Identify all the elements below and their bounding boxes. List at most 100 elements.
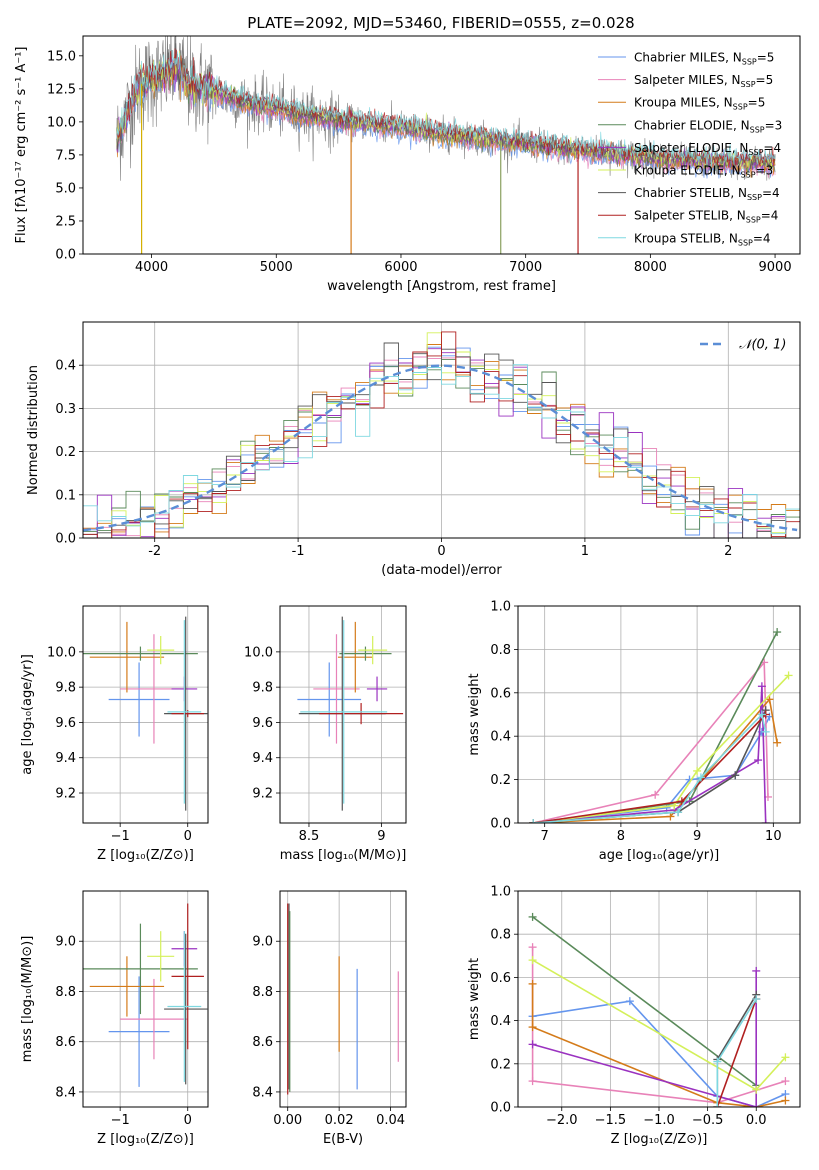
residual-histogram: [83, 364, 800, 535]
age-Z-y-tick-label: 10.0: [47, 645, 76, 660]
age-mass-y-tick-label: 9.4: [252, 751, 273, 766]
residuals-y-tick-label: 0.2: [55, 445, 76, 460]
spectrum-x-tick-label: 4000: [135, 260, 168, 275]
legend-entry: Kroupa ELODIE, NSSP=3: [634, 164, 773, 180]
age-Z-x-tick-label: 0: [184, 829, 192, 844]
spectrum-x-label: wavelength [Angstrom, rest frame]: [327, 279, 556, 294]
legend-entry: Chabrier ELODIE, NSSP=3: [634, 118, 782, 134]
figure-title: PLATE=2092, MJD=53460, FIBERID=0555, z=0…: [247, 14, 634, 32]
age-mass-y-tick-label: 10.0: [244, 645, 273, 660]
residuals-x-label: (data-model)/error: [381, 563, 502, 578]
age-mass-axes: 8.5 9 9.2 9.4 9.6 9.8 10.0 mass [log₁₀(M/M⊙)]: [244, 606, 406, 863]
residuals-x-tick-label: 0: [437, 544, 445, 559]
weight-Z-x-tick-label: −1.0: [643, 1113, 675, 1128]
weight-line: [716, 998, 757, 1107]
spectrum-y-tick-label: 7.5: [55, 148, 76, 163]
legend-entry: Salpeter MILES, NSSP=5: [634, 73, 773, 89]
age-Z-y-tick-label: 9.6: [55, 716, 76, 731]
weight-age-y-tick-label: 0.8: [490, 643, 511, 658]
age-Z-errorbars: [83, 616, 208, 811]
spectrum-frame: [82, 35, 801, 255]
weight-Z-x-label: Z [log₁₀(Z/Z⊙)]: [611, 1132, 708, 1147]
mass-Z-y-tick-label: 8.4: [55, 1085, 76, 1100]
mass-Z-y-tick-label: 8.6: [55, 1035, 76, 1050]
spectrum-x-tick-label: 6000: [384, 260, 417, 275]
weight-line: [532, 970, 757, 1107]
residual-legend-label: 𝒩(0, 1): [739, 338, 786, 353]
mass-ebv-y-tick-label: 8.8: [252, 985, 273, 1000]
spectrum-traces: [116, 36, 776, 254]
residual-histogram: [83, 346, 800, 538]
weight-age-x-tick-label: 9: [693, 829, 701, 844]
age-Z-y-tick-label: 9.8: [55, 681, 76, 696]
weight-age-frame: [517, 605, 801, 824]
mass-ebv-x-tick-label: 0.02: [325, 1113, 354, 1128]
legend-entry: Salpeter ELODIE, NSSP=4: [634, 141, 781, 157]
mass-ebv-y-tick-label: 9.0: [252, 935, 273, 950]
weight-age-x-tick-label: 10: [765, 829, 782, 844]
mass-Z-axes: −1 0 8.4 8.6 8.8 9.0 Z [log₁₀(Z/Z⊙)] mass [log₁…: [20, 891, 208, 1147]
weight-Z-x-tick-label: −1.5: [595, 1113, 627, 1128]
age-mass-errorbars: [297, 616, 404, 811]
spectrum-x-tick-label: 5000: [260, 260, 293, 275]
legend-entry: Chabrier MILES, NSSP=5: [634, 51, 774, 67]
weight-Z-axes: −2.0 −1.5 −1.0 −0.5 0.0 0.0 0.2 0.4 0.6 0.8 1.0 Z […: [467, 885, 800, 1147]
residuals-frame: [82, 321, 801, 539]
age-mass-frame: [279, 605, 407, 824]
mass-Z-errorbars: [83, 903, 208, 1087]
weight-age-y-label: mass weight: [467, 673, 482, 755]
spectrum-y-tick-label: 10.0: [47, 115, 76, 130]
mass-ebv-y-tick-label: 8.6: [252, 1035, 273, 1050]
weight-age-y-tick-label: 0.2: [490, 773, 511, 788]
residuals-x-tick-label: 2: [724, 544, 732, 559]
weight-age-x-label: age [log₁₀(age/yr)]: [599, 848, 720, 863]
weight-Z-y-tick-label: 0.6: [490, 971, 511, 986]
age-mass-y-tick-label: 9.8: [252, 681, 273, 696]
residuals-y-tick-label: 0.0: [55, 532, 76, 547]
weight-Z-frame: [517, 890, 801, 1108]
mass-ebv-y-tick-label: 8.4: [252, 1085, 273, 1100]
mass-ebv-errorbars: [287, 903, 399, 1095]
spectrum-y-tick-label: 15.0: [47, 49, 76, 64]
spectrum-y-tick-label: 12.5: [47, 82, 76, 97]
spectrum-model-trace: [116, 50, 776, 168]
mass-Z-x-tick-label: −1: [111, 1113, 130, 1128]
residuals-x-tick-label: 1: [581, 544, 589, 559]
spectrum-x-tick-label: 9000: [759, 260, 792, 275]
residuals-y-tick-label: 0.4: [55, 359, 76, 374]
weight-Z-y-tick-label: 0.0: [490, 1101, 511, 1116]
age-Z-x-tick-label: −1: [111, 829, 130, 844]
legend-entry: Kroupa STELIB, NSSP=4: [634, 231, 771, 247]
mass-ebv-axes: 0.00 0.02 0.04 8.4 8.6 8.8 9.0 E(B-V): [252, 891, 406, 1147]
weight-age-axes: 7 8 9 10 0.0 0.2 0.4 0.6 0.8 1.0 age [log₁₀(age/yr…: [467, 600, 800, 863]
weight-age-x-tick-label: 7: [541, 829, 549, 844]
weight-Z-lines: [528, 912, 790, 1107]
mass-ebv-x-tick-label: 0.04: [376, 1113, 405, 1128]
weight-age-y-tick-label: 0.0: [490, 817, 511, 832]
spectrum-y-tick-label: 2.5: [55, 214, 76, 229]
normal-reference-curve: [83, 364, 798, 532]
residuals-y-tick-label: 0.1: [55, 488, 76, 503]
spectrum-y-label: Flux [fλ10⁻¹⁷ erg cm⁻² s⁻¹ A⁻¹]: [14, 47, 29, 244]
weight-age-lines: [529, 628, 793, 823]
spectrum-x-tick-label: 8000: [634, 260, 667, 275]
residuals-y-label: Normed distribution: [26, 365, 41, 495]
mass-Z-y-tick-label: 8.8: [55, 985, 76, 1000]
age-Z-x-label: Z [log₁₀(Z/Z⊙)]: [97, 848, 194, 863]
mass-Z-x-tick-label: 0: [184, 1113, 192, 1128]
residuals-y-tick-label: 0.3: [55, 402, 76, 417]
residuals-x-tick-label: -2: [148, 544, 161, 559]
mass-ebv-x-tick-label: 0.00: [273, 1113, 302, 1128]
age-mass-y-tick-label: 9.2: [252, 787, 273, 802]
spectrum-axes: 4000 5000 6000 7000 8000 9000 0.0 2.5 5.0 7.5 10.0…: [14, 47, 792, 295]
weight-age-x-tick-label: 8: [617, 829, 625, 844]
residuals-x-tick-label: -1: [292, 544, 305, 559]
age-mass-y-tick-label: 9.6: [252, 716, 273, 731]
legend-entry: Kroupa MILES, NSSP=5: [634, 96, 765, 112]
age-Z-frame: [82, 605, 209, 824]
mass-Z-frame: [82, 890, 209, 1108]
age-mass-x-tick-label: 8.5: [299, 829, 320, 844]
spectrum-legend: Chabrier MILES, NSSP=5 Salpeter MILES, NS…: [598, 51, 782, 247]
weight-line: [533, 674, 790, 823]
age-mass-x-tick-label: 9: [377, 829, 385, 844]
